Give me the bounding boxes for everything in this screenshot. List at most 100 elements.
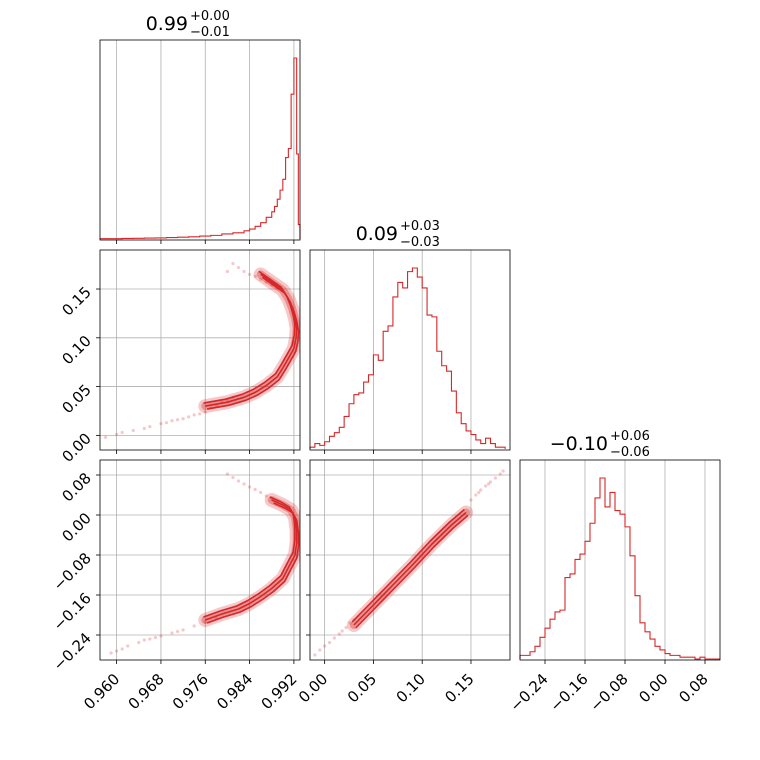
x-tick-label-2-0: 0.968 [125,670,168,713]
histogram-step-param-2 [519,477,720,660]
scatter-point [159,422,163,426]
title-minus: −0.06 [610,445,650,460]
scatter-point [148,424,152,429]
scatter-point [120,430,124,435]
x-tick-label-2-0: 0.992 [258,670,301,713]
scatter-point [253,274,257,278]
scatter-point [170,419,174,423]
scatter-point [242,269,246,274]
panel-2-2: −0.24−0.16−0.08 0.00 0.08 [507,459,721,715]
scatter-point [259,277,263,281]
panel-background [100,40,300,240]
scatter-point [344,625,348,630]
scatter-point [120,647,124,651]
contour-line [351,508,465,623]
scatter-point [187,415,191,419]
y-tick-label-2-0: −0.24 [50,629,95,674]
panel-2-0: 0.960 0.968 0.976 0.984 0.992 −0.24−0.16−0.08… [50,459,301,713]
scatter-point [192,413,196,417]
scatter-point [477,490,481,495]
x-tick-label-2-0: 0.984 [213,670,256,713]
scatter-point [247,272,252,276]
scatter-point [159,634,163,638]
scatter-point [153,635,158,640]
scatter-point [148,637,152,641]
scatter-point [236,265,241,270]
title-param-0: 0.99 +0.00−0.01 [146,9,230,40]
panel-1-0: 0.00 0.05 0.10 0.15 [58,249,301,466]
panel-0-0 [99,39,301,244]
x-tick-label-2-2: 0.08 [675,670,711,706]
title-value: 0.99 [146,13,188,35]
scatter-point [164,421,169,425]
scatter-point [131,428,135,433]
scatter-point [253,487,257,492]
scatter-point [474,493,478,497]
scatter-point [337,632,341,636]
panel-background [100,460,300,660]
scatter-point [327,640,332,645]
scatter-point [175,629,180,634]
panel-border [99,39,301,241]
histogram-step-param-0 [99,57,301,240]
panel-border [99,459,301,661]
scatter-point [242,482,246,486]
scatter-point [170,631,174,635]
scatter-point [203,620,207,624]
scatter-point [323,644,327,648]
panel-border [309,249,511,451]
contour-layer [109,472,300,655]
contour-layer [103,262,300,439]
panel-border [99,249,301,451]
scatter-point [192,624,196,628]
scatter-point [332,636,336,640]
scatter-point [137,640,141,645]
scatter-point [109,651,113,655]
scatter-point [348,621,352,625]
scatter-point [486,482,491,486]
x-tick-label-2-2: 0.00 [635,670,671,706]
title-value: −0.10 [550,433,608,455]
scatter-point [501,469,505,473]
scatter-point [264,494,268,498]
y-tick-label-2-0: −0.16 [50,589,95,634]
panel-background [310,250,510,450]
title-minus: −0.01 [190,25,230,40]
scatter-point [236,479,241,483]
panel-border [309,459,511,661]
x-tick-label-2-0: 0.976 [169,670,212,713]
scatter-point [469,498,473,502]
title-plus: +0.03 [400,219,440,234]
contour-layer [313,469,505,657]
contour-line [355,514,469,629]
title-param-2: −0.10 +0.06−0.06 [550,429,650,460]
y-tick-label-2-0: 0.08 [58,469,94,505]
panel-border [519,459,721,661]
x-tick-label-2-1: 0.05 [344,670,380,706]
x-tick-label-2-1: 0.00 [295,670,331,706]
title-plus: +0.00 [190,9,230,24]
contour-line [353,511,467,626]
scatter-point [340,629,344,633]
scatter-point [175,418,180,422]
scatter-point [142,638,146,642]
scatter-point [318,648,322,652]
scatter-point [498,472,502,476]
x-tick-label-2-2: −0.08 [587,670,632,715]
scatter-point [198,412,202,416]
y-tick-label-2-0: −0.08 [50,549,95,594]
scatter-point [181,628,185,632]
scatter-point [479,488,483,492]
scatter-point [484,484,488,488]
y-tick-label-1-0: 0.00 [58,429,94,465]
panel-1-1 [309,249,511,454]
x-tick-label-2-2: −0.24 [507,670,552,715]
title-plus: +0.06 [610,429,650,444]
scatter-point [126,644,130,648]
x-tick-label-2-2: −0.16 [547,670,592,715]
panel-background [100,250,300,450]
contour-line [206,276,300,410]
scatter-point [231,262,235,266]
